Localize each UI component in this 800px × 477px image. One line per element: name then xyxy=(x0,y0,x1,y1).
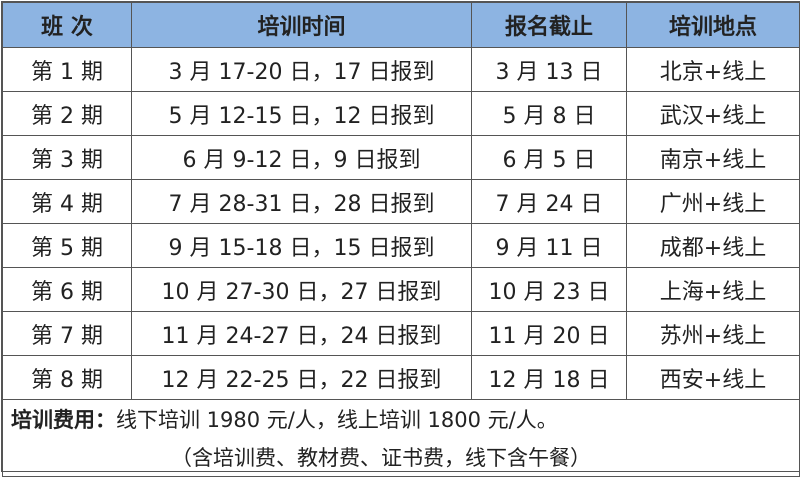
cell-class: 第 2 期 xyxy=(2,91,132,136)
cell-time: 11 月 24-27 日，24 日报到 xyxy=(131,311,472,356)
table-row: 第 6 期 10 月 27-30 日，27 日报到 10 月 23 日上海+线上 xyxy=(2,267,800,312)
fee-label: 培训费用： xyxy=(11,408,116,432)
cell-class: 第 7 期 xyxy=(2,311,132,356)
cell-location: 北京+线上 xyxy=(626,47,800,92)
cell-class: 第 4 期 xyxy=(2,179,132,224)
cell-location: 南京+线上 xyxy=(626,135,800,180)
cell-time: 10 月 27-30 日，27 日报到 xyxy=(131,267,472,312)
cell-location: 苏州+线上 xyxy=(626,311,800,356)
cell-time: 5 月 12-15 日，12 日报到 xyxy=(131,91,472,136)
cell-class: 第 6 期 xyxy=(2,267,132,312)
cell-class: 第 3 期 xyxy=(2,135,132,180)
header-location: 培训地点 xyxy=(626,2,800,48)
table-row: 第 8 期 12 月 22-25 日，22 日报到 12 月 18 日西安+线上 xyxy=(2,355,800,400)
fee-text: 线下培训 1980 元/人，线上培训 1800 元/人。 xyxy=(116,408,558,432)
header-deadline: 报名截止 xyxy=(471,2,627,48)
header-time: 培训时间 xyxy=(131,2,472,48)
cell-time: 7 月 28-31 日，28 日报到 xyxy=(131,179,472,224)
header-class: 班 次 xyxy=(2,2,132,48)
cell-location: 上海+线上 xyxy=(626,267,800,312)
fee-note: （含培训费、教材费、证书费，线下含午餐） xyxy=(171,446,591,470)
header-row: 班 次 培训时间 报名截止 培训地点 xyxy=(2,2,800,48)
cell-class: 第 1 期 xyxy=(2,47,132,92)
table-row: 第 7 期 11 月 24-27 日，24 日报到 11 月 20 日苏州+线上 xyxy=(2,311,800,356)
cell-location: 西安+线上 xyxy=(626,355,800,400)
cell-deadline: 10 月 23 日 xyxy=(471,267,627,312)
cell-time: 12 月 22-25 日，22 日报到 xyxy=(131,355,472,400)
cell-deadline: 11 月 20 日 xyxy=(471,311,627,356)
cell-deadline: 9 月 11 日 xyxy=(471,223,627,268)
cell-location: 广州+线上 xyxy=(626,179,800,224)
cell-class: 第 5 期 xyxy=(2,223,132,268)
cell-time: 9 月 15-18 日，15 日报到 xyxy=(131,223,472,268)
cell-time: 6 月 9-12 日，9 日报到 xyxy=(131,135,472,180)
cell-time: 3 月 17-20 日，17 日报到 xyxy=(131,47,472,92)
cell-deadline: 7 月 24 日 xyxy=(471,179,627,224)
cell-class: 第 8 期 xyxy=(2,355,132,400)
cell-location: 成都+线上 xyxy=(626,223,800,268)
cell-deadline: 3 月 13 日 xyxy=(471,47,627,92)
fee-footer: 培训费用：线下培训 1980 元/人，线上培训 1800 元/人。 （含培训费、… xyxy=(2,399,800,477)
cell-deadline: 6 月 5 日 xyxy=(471,135,627,180)
cell-location: 武汉+线上 xyxy=(626,91,800,136)
cell-deadline: 12 月 18 日 xyxy=(471,355,627,400)
cell-deadline: 5 月 8 日 xyxy=(471,91,627,136)
